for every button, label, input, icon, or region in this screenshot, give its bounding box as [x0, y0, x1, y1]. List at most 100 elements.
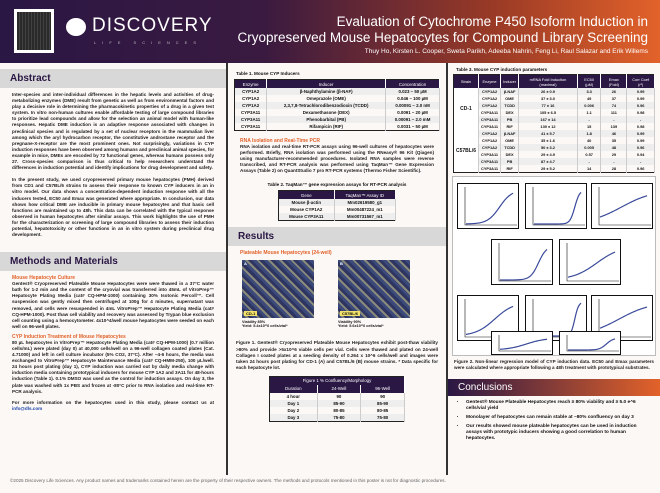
viability: Viability 90% [338, 320, 362, 325]
methods-sub2: CYP Induction Treatment of Mouse Hepatoc… [12, 333, 126, 340]
induction-curve-plot [491, 239, 553, 285]
column-header: Emax (Fold) [600, 74, 628, 88]
logo-icon [66, 18, 86, 36]
table-row: Day 3 75-80 75-80 [269, 413, 405, 422]
header-row: Strain Enzyme Inducer mRNA Fold Induction (… [453, 74, 655, 88]
table-row: CYP3A11 Dexamethasone (DEX) 0.0091 – 20 µM [234, 109, 440, 116]
table-cell: CYP1A2 [234, 102, 268, 109]
title-line: Cryopreserved Mouse Hepatocytes for Comp… [237, 30, 648, 45]
header-row: Gene TaqMan™ Assay ID [278, 190, 397, 200]
results-sub: Plateable Mouse Hepatocytes (24-well) [240, 250, 332, 257]
induction-curve-plot [491, 331, 553, 355]
fit-curve [567, 251, 616, 278]
column-header: 24-Well [317, 384, 362, 393]
table-cell: 0.023 – 50 µM [385, 88, 440, 95]
table-cell: - [577, 116, 602, 123]
confluency-table: Figure 1 % Confluency/Morphology Duration… [269, 375, 405, 422]
micrographs: CD-1 A Viability 85% Yield: 5.4x10^6 cell… [228, 256, 446, 340]
plot-axes [498, 243, 551, 282]
abstract-p1: Inter-species and inter-individual diffe… [12, 92, 214, 171]
table-row: CYP3A11 DEX 105 ± 6.5 1.1 111 0.98 [454, 109, 655, 116]
poster-header: DISCOVERY LIFE SCIENCES Evaluation of Cy… [0, 0, 660, 63]
table-cell: OME [500, 95, 520, 102]
fit-curve [499, 249, 548, 281]
fit-curve [465, 192, 514, 225]
table-cell: - [577, 158, 602, 165]
table-cell: 3.3 [577, 88, 602, 95]
table-row: Day 1 85-90 85-90 [269, 399, 405, 407]
fit-curve [599, 306, 648, 329]
micrograph-b: C57BL/6 [338, 260, 410, 319]
qr-code [14, 9, 54, 53]
table2-caption: Table 2. TaqMan™ gene expression assays … [267, 182, 407, 188]
table-cell: 0.005 [577, 144, 602, 151]
table-cell: 41 ± 5.7 [518, 130, 578, 137]
table-cell: 0.99 [626, 88, 655, 95]
poster-title: Evaluation of Cytochrome P450 Isoform In… [238, 14, 648, 46]
table-cell: Dexamethasone (DEX) [266, 109, 387, 116]
induction-curve-plot [559, 239, 621, 285]
table-cell: 80-85 [360, 406, 405, 414]
table-cell: 77 ± 16 [518, 102, 578, 109]
table-cell: CYP1A2 [478, 102, 502, 109]
micrograph-label: C57BL/6 [340, 311, 361, 317]
plot-axes [532, 187, 585, 226]
table-cell: 50 ± 3.2 [518, 144, 578, 151]
fit-curve [499, 338, 548, 350]
table-row: CYP1A2 OME 37 ± 3.0 49 37 0.99 [454, 95, 655, 102]
table-cell: CYP1A2 [478, 88, 502, 95]
table-cell: Mouse β-actin [278, 199, 335, 207]
column-middle: Table 1. Mouse CYP Inducers Enzyme Induce… [228, 63, 448, 475]
table-row: Mouse β-actin Mm02619580_g1 [278, 199, 397, 207]
table-cell: - [626, 116, 655, 123]
rna-sub: RNA Isolation and Real-Time PCR [240, 138, 321, 144]
conclusions-heading: Conclusions [448, 379, 660, 397]
table-cell: 26 [600, 88, 628, 95]
table-row: CYP1A2 OME 35 ± 1.6 40 35 0.99 [454, 137, 655, 144]
column-header: Enzyme [478, 74, 502, 88]
table-cell: RIF [500, 123, 520, 130]
column-right: Table 3. Mouse CYP induction parameters … [448, 63, 660, 475]
table-cell: CYP3A11 [478, 151, 502, 158]
table-cell: 46 [600, 130, 628, 137]
table-cell: CYP3A11 [478, 109, 502, 116]
fit-curve [465, 305, 514, 335]
table-cell: PB [500, 116, 520, 123]
column-header: Corr Coef (r²) [626, 74, 655, 88]
table-cell: CYP3A11 [478, 165, 502, 173]
table-cell: CYP3A11 [478, 158, 502, 165]
methods-p2: 80 µL hepatocytes in VitroPrep™ Hepatocy… [12, 339, 214, 394]
table-row: Mouse CYP1A2 Mm00487224_m1 [278, 206, 397, 214]
methods-heading: Methods and Materials [0, 252, 226, 272]
table-cell: 28 [600, 165, 628, 173]
table2: Gene TaqMan™ Assay ID Mouse β-actin Mm02619… [278, 190, 397, 222]
plot-axes [498, 335, 551, 352]
table-cell: OME [500, 137, 520, 144]
table-cell: - [600, 116, 628, 123]
yield: Yield: 5.6x10^6 cells/vial* [338, 324, 384, 329]
table-cell: 2,3,7,8-Tetrachlorodibenzodioxin (TCDD) [266, 102, 387, 109]
column-header: TaqMan™ Assay ID [334, 190, 397, 200]
table-row: CYP1A2 TCDD 50 ± 3.2 0.005 48 0.96 [454, 144, 655, 151]
table-cell: 0.94 [626, 151, 655, 158]
table-cell: Mm00731567_m1 [334, 213, 397, 221]
micrograph-label: CD-1 [244, 311, 258, 317]
table-cell: CYP1A2 [234, 95, 268, 102]
table-cell: TCDD [500, 102, 520, 109]
table-cell: 75-80 [317, 413, 362, 422]
table-cell: 0.99 [626, 137, 655, 144]
table-row: CYP3A11 PB 87 ± 4.7- - - [454, 158, 655, 165]
table-cell: CYP3A11 [234, 123, 268, 131]
table-cell: DEX [500, 151, 520, 158]
conclusion-item: Our results showed mouse plateable hepat… [466, 424, 652, 442]
strain-cell: C57BL/6 [453, 130, 480, 173]
panel-label: B [340, 261, 343, 267]
table-cell: Day 1 [269, 399, 318, 407]
table-cell: 0.98 [626, 123, 655, 130]
table-cell: TCDD [500, 144, 520, 151]
table-row: CYP3A11 Rifampicin (RIF) 0.0031 – 50 µM [234, 123, 440, 131]
column-header: Duration [269, 384, 318, 393]
table-cell: Rifampicin (RIF) [266, 123, 387, 131]
contact-email-link[interactable]: info@dls.com [12, 405, 43, 411]
abstract-p2: In the present study, we used cryopreser… [12, 177, 214, 238]
